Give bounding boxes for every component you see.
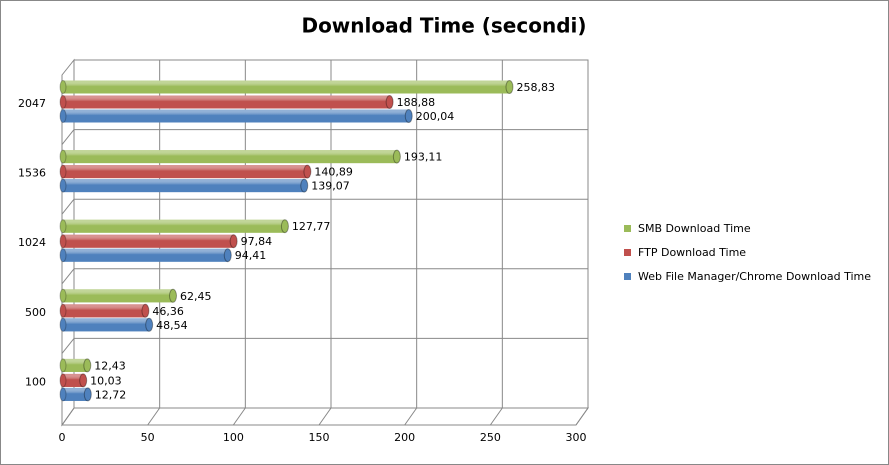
- category-divider: [61, 268, 75, 285]
- bar-end-cap: [223, 248, 232, 263]
- bar-start-cap: [59, 373, 67, 388]
- bar-end-cap: [404, 109, 413, 123]
- value-label: 193,11: [404, 151, 443, 164]
- bar: [63, 219, 285, 233]
- grid-line: [575, 60, 589, 426]
- bar: [63, 289, 173, 303]
- bar-end-cap: [141, 303, 150, 318]
- value-label: 48,54: [156, 319, 188, 332]
- bar-start-cap: [59, 149, 67, 164]
- value-label: 127,77: [292, 220, 331, 233]
- bar: [63, 179, 305, 193]
- bar: [63, 234, 234, 248]
- bar-end-cap: [83, 387, 92, 402]
- value-label: 62,45: [180, 290, 212, 303]
- category-divider: [61, 338, 75, 354]
- y-tick-label: 1536: [18, 167, 46, 180]
- value-label: 94,41: [235, 249, 267, 262]
- bar-start-cap: [59, 317, 67, 332]
- value-label: 12,72: [95, 388, 127, 401]
- bar-end-cap: [280, 219, 289, 234]
- legend-label: Web File Manager/Chrome Download Time: [638, 270, 871, 283]
- legend-swatch: [624, 225, 631, 232]
- x-tick-label: 200: [394, 431, 415, 444]
- y-tick-label: 500: [25, 306, 46, 319]
- bar-end-cap: [145, 317, 154, 332]
- bar-start-cap: [59, 234, 67, 249]
- bar-end-cap: [168, 288, 177, 303]
- value-label: 10,03: [90, 374, 122, 387]
- x-tick-label: 300: [566, 431, 587, 444]
- bar: [63, 165, 308, 179]
- bar-end-cap: [300, 178, 309, 193]
- bar-end-cap: [385, 95, 394, 109]
- bar-start-cap: [59, 80, 67, 94]
- value-label: 46,36: [152, 305, 184, 318]
- bar-end-cap: [303, 164, 312, 179]
- bar: [63, 80, 510, 94]
- value-label: 12,43: [94, 359, 126, 372]
- bar-start-cap: [59, 303, 67, 318]
- grid-line: [489, 60, 503, 426]
- bar: [63, 373, 84, 387]
- bar-start-cap: [59, 95, 67, 109]
- value-label: 140,89: [314, 166, 353, 179]
- bar-start-cap: [59, 248, 67, 263]
- value-label: 258,83: [516, 81, 555, 94]
- value-label: 188,88: [397, 96, 436, 109]
- bar: [63, 358, 88, 372]
- bar: [63, 248, 228, 262]
- bar: [63, 109, 409, 123]
- category-divider: [61, 129, 75, 145]
- bar-start-cap: [59, 387, 67, 402]
- bar: [63, 95, 390, 109]
- bar-start-cap: [59, 358, 67, 373]
- bar-end-cap: [505, 80, 514, 94]
- bar-start-cap: [59, 178, 67, 193]
- bar-start-cap: [59, 219, 67, 234]
- legend-label: FTP Download Time: [638, 246, 746, 259]
- bar-end-cap: [83, 358, 92, 373]
- y-tick-label: 100: [25, 375, 46, 388]
- x-tick-label: 250: [480, 431, 501, 444]
- x-tick-label: 50: [141, 431, 155, 444]
- category-divider: [61, 198, 75, 215]
- bar: [63, 304, 146, 318]
- bar-end-cap: [392, 149, 401, 164]
- x-tick-label: 150: [309, 431, 330, 444]
- chart-title: Download Time (secondi): [301, 14, 586, 38]
- bar-end-cap: [79, 373, 88, 388]
- y-tick-label: 1024: [18, 236, 46, 249]
- bar-end-cap: [229, 234, 238, 249]
- x-tick-label: 0: [59, 431, 66, 444]
- grid-line: [318, 60, 332, 426]
- legend-swatch: [624, 249, 631, 256]
- value-label: 139,07: [311, 180, 350, 193]
- bar-start-cap: [59, 288, 67, 303]
- value-label: 97,84: [241, 235, 273, 248]
- grid-line: [404, 60, 418, 426]
- bar: [63, 150, 397, 164]
- bar: [63, 318, 150, 332]
- bar-start-cap: [59, 109, 67, 123]
- y-tick-label: 2047: [18, 97, 46, 110]
- x-tick-label: 100: [223, 431, 244, 444]
- legend-label: SMB Download Time: [638, 222, 751, 235]
- bar-start-cap: [59, 164, 67, 179]
- bar: [63, 387, 88, 401]
- legend-swatch: [624, 273, 631, 280]
- value-label: 200,04: [416, 110, 455, 123]
